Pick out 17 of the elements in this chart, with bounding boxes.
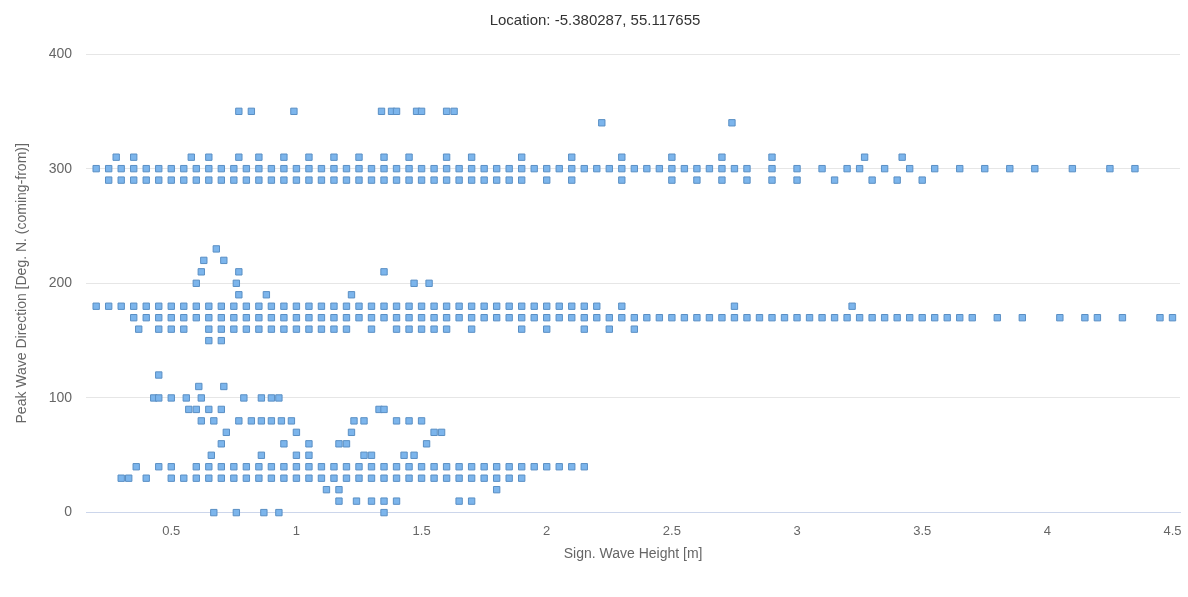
x-tick-label: 1.5 [412, 522, 431, 538]
y-tick-label: 100 [48, 388, 73, 405]
x-tick-label: 4.5 [1163, 522, 1182, 538]
x-tick-label: 0.5 [162, 522, 181, 538]
x-tick-label: 3 [793, 522, 801, 538]
x-axis-title: Sign. Wave Height [m] [563, 545, 703, 562]
y-tick-label: 300 [48, 159, 73, 176]
x-tick-label: 1 [292, 522, 301, 538]
x-tick-label: 3.5 [913, 522, 932, 538]
x-tick-label: 4 [1043, 522, 1051, 538]
y-tick-label: 200 [48, 274, 73, 291]
y-axis-title: Peak Wave Direction [Deg. N. (coming-from)] [13, 143, 30, 424]
chart-title: Location: -5.380287, 55.117655 [489, 11, 701, 29]
x-tick-label: 2.5 [662, 522, 681, 538]
x-tick-label: 2 [543, 522, 551, 538]
y-tick-label: 0 [64, 503, 73, 520]
y-tick-label: 400 [48, 44, 73, 61]
